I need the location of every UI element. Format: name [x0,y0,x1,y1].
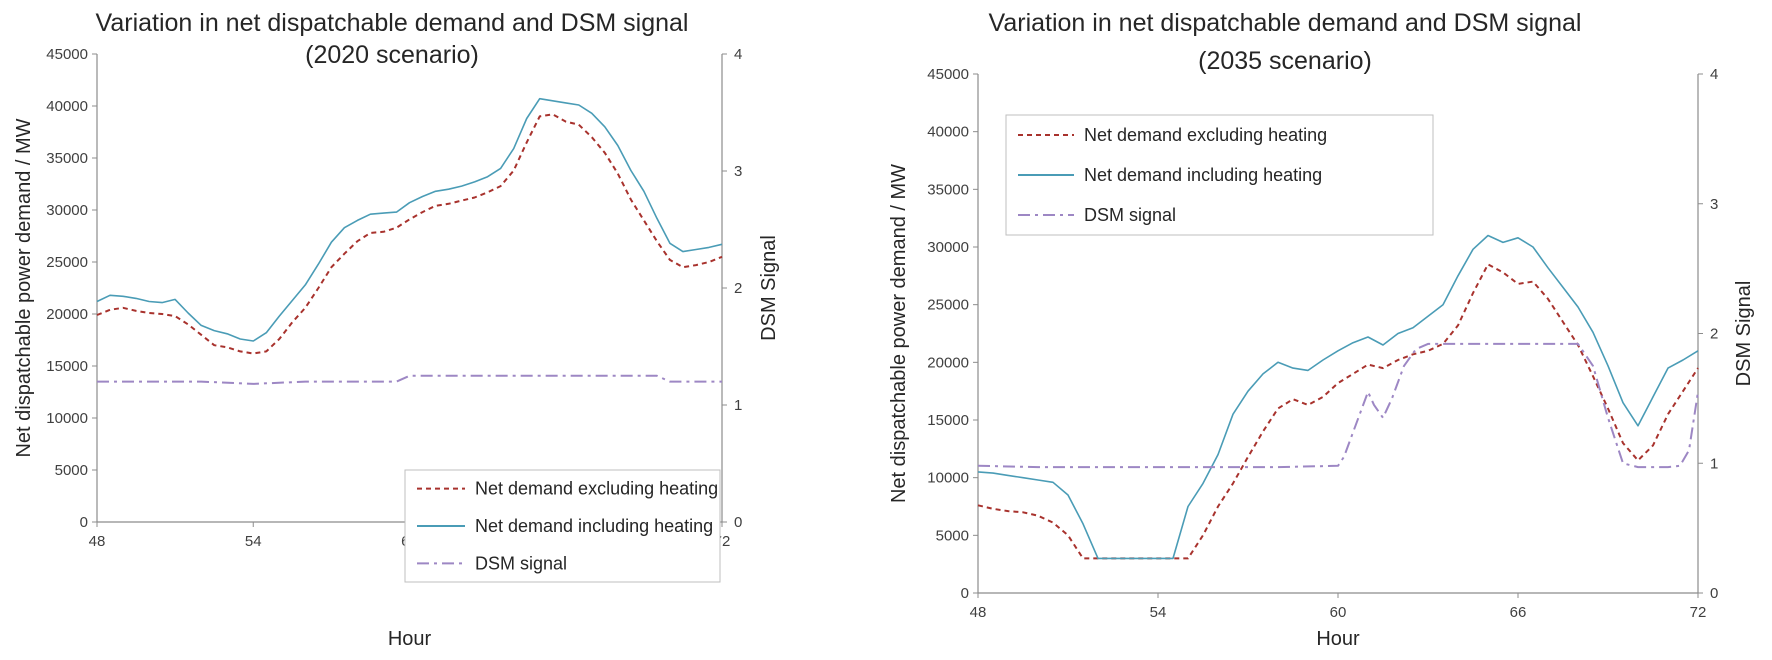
y-tick-label: 10000 [46,410,88,427]
series-line-2 [977,234,1699,560]
y-tick-label: 0 [961,585,969,602]
x-axis-title: Hour [1316,628,1360,650]
chart-2035-scenario: Variation in net dispatchable demand and… [888,9,1755,650]
y-tick-label: 40000 [927,124,969,141]
x-tick-label: 54 [245,533,262,550]
y2-tick-label: 1 [1710,455,1718,472]
y-tick-label: 20000 [46,306,88,323]
y2-axis-title: DSM Signal [1733,281,1755,387]
y-tick-label: 5000 [936,527,969,544]
series-line-1 [96,113,723,355]
series-line-3 [97,374,722,385]
y-tick-label: 25000 [927,297,969,314]
legend-label: DSM signal [475,553,567,573]
series-line-2 [96,97,723,342]
y2-axis-title: DSM Signal [758,235,780,341]
y-tick-label: 30000 [927,239,969,256]
y-tick-label: 20000 [927,354,969,371]
y2-tick-label: 3 [734,163,742,180]
y2-tick-label: 4 [1710,66,1718,83]
y-tick-label: 40000 [46,98,88,115]
y-tick-label: 45000 [927,66,969,83]
x-tick-label: 66 [1510,604,1527,621]
legend-box [1005,114,1434,236]
chart-title: Variation in net dispatchable demand and… [96,9,689,37]
y-tick-label: 0 [80,514,88,531]
x-axis-title: Hour [388,628,432,650]
legend-label: DSM signal [1084,205,1176,225]
y2-tick-label: 3 [1710,196,1718,213]
y-tick-label: 15000 [46,358,88,375]
y-tick-label: 35000 [927,181,969,198]
y2-tick-label: 0 [1710,585,1718,602]
y-tick-label: 45000 [46,46,88,63]
x-tick-label: 48 [970,604,987,621]
series-line-3 [977,342,1699,469]
y-tick-label: 15000 [927,412,969,429]
y2-tick-label: 1 [734,397,742,414]
y-tick-label: 10000 [927,470,969,487]
chart-2020-scenario: Variation in net dispatchable demand and… [13,9,780,650]
x-tick-label: 54 [1150,604,1167,621]
y2-tick-label: 2 [734,280,742,297]
x-tick-label: 72 [1690,604,1707,621]
y-axis-title: Net dispatchable power demand / MW [888,164,910,503]
y-tick-label: 30000 [46,202,88,219]
chart-title: Variation in net dispatchable demand and… [989,9,1582,37]
x-tick-label: 48 [89,533,106,550]
x-tick-label: 60 [1330,604,1347,621]
y2-tick-label: 4 [734,46,742,63]
y-tick-label: 35000 [46,150,88,167]
series-line-1 [977,263,1699,560]
legend-label: Net demand including heating [1084,165,1322,185]
legend-label: Net demand excluding heating [1084,125,1327,145]
legend-label: Net demand including heating [475,516,713,536]
chart-subtitle: (2020 scenario) [305,41,479,69]
y2-tick-label: 0 [734,514,742,531]
legend-label: Net demand excluding heating [475,479,718,499]
y-tick-label: 5000 [55,462,88,479]
y-tick-label: 25000 [46,254,88,271]
chart-subtitle: (2035 scenario) [1198,47,1372,75]
y-axis-title: Net dispatchable power demand / MW [13,118,35,457]
y2-tick-label: 2 [1710,326,1718,343]
